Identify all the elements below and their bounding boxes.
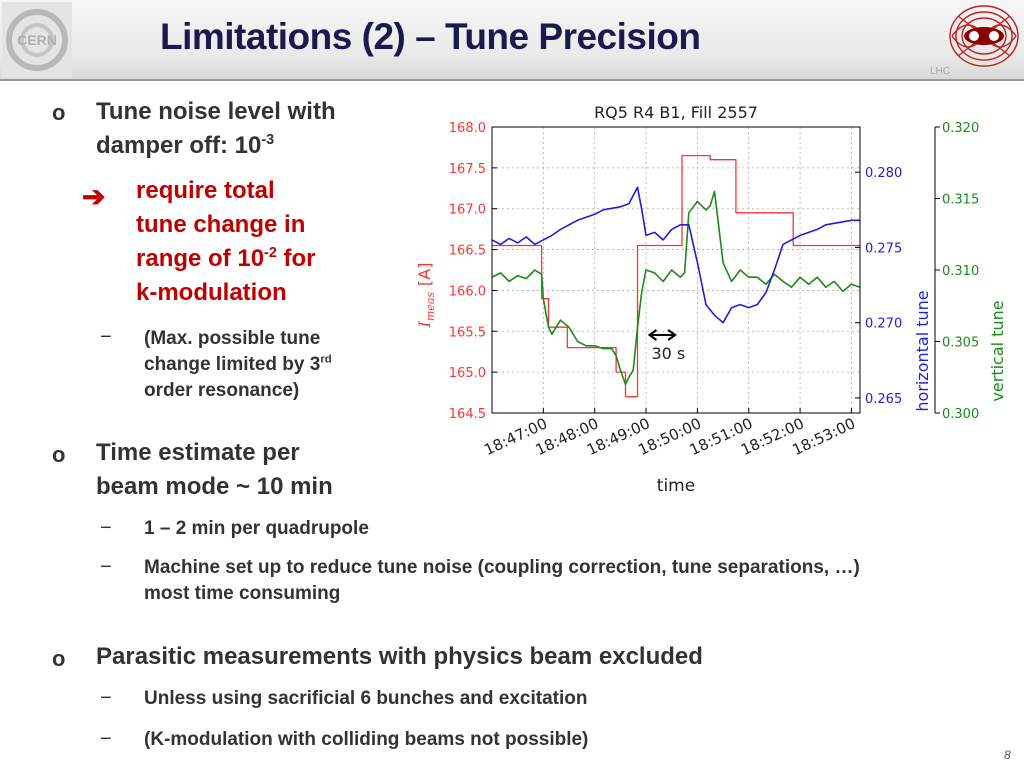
red-conclusion: require total tune change in range of 10…: [136, 174, 316, 310]
left-tick-label: 167.0: [449, 203, 486, 218]
right1-tick-label: 0.265: [865, 392, 902, 407]
right1-tick-label: 0.280: [865, 166, 902, 181]
left-tick-label: 168.0: [449, 121, 486, 136]
red-text-line: range of 10-2 for: [136, 242, 316, 276]
bullet-text-part: damper off: 10: [96, 132, 262, 159]
bullet-text-line: Tune noise level with: [96, 98, 336, 125]
right1-tick-label: 0.275: [865, 241, 902, 256]
right2-tick-label: 0.320: [942, 121, 979, 136]
y-axis-label-left-subscript: meas: [424, 292, 437, 321]
annotation-arrow-head-right: [667, 329, 677, 341]
y-axis-label-left-unit: [A]: [415, 263, 434, 286]
cern-logo: CERN: [2, 2, 72, 78]
y-axis-label-left: Imeas [A]: [415, 263, 437, 329]
dash-marker: −: [100, 326, 112, 348]
right2-tick-label: 0.315: [942, 193, 979, 208]
left-tick-label: 165.0: [449, 366, 486, 381]
superscript: -2: [264, 245, 277, 261]
series-line-left: [492, 154, 860, 398]
sub-text-line: most time consuming: [144, 583, 341, 604]
sub-colliding-beams: (K-modulation with colliding beams not p…: [144, 729, 589, 750]
dash-marker: −: [100, 517, 112, 539]
bullet-marker: o: [52, 646, 66, 671]
dash-marker: −: [100, 556, 112, 578]
left-tick-label: 166.5: [449, 244, 486, 259]
bullet-tune-noise: Tune noise level with damper off: 10-3: [96, 95, 336, 163]
x-axis-label: time: [657, 476, 695, 496]
sub-sacrificial-bunches: Unless using sacrificial 6 bunches and e…: [144, 688, 588, 709]
sub-quadrupole-time: 1 – 2 min per quadrupole: [144, 518, 369, 539]
y-axis-label-vertical: vertical tune: [988, 300, 1007, 401]
red-text-line: k-modulation: [136, 279, 287, 306]
bullet-marker: o: [52, 100, 66, 125]
arrow-icon: ➔: [82, 181, 106, 212]
series-line-right2: [491, 190, 861, 386]
bullet-text-line: Time estimate per: [96, 439, 300, 466]
note-text-part: change limited by 3: [144, 354, 321, 375]
note-line: order resonance): [144, 380, 300, 401]
bullet-text-line: beam mode ~ 10 min: [96, 473, 333, 500]
right2-tick-label: 0.305: [942, 336, 979, 351]
dash-marker: −: [100, 728, 112, 750]
bullet-time-estimate: Time estimate per beam mode ~ 10 min: [96, 436, 333, 504]
left-tick-label: 167.5: [449, 162, 486, 177]
page-number: 8: [1004, 748, 1011, 762]
note-line: (Max. possible tune: [144, 328, 321, 349]
right2-tick-label: 0.300: [942, 407, 979, 422]
lhc-logo-text: LHC: [930, 66, 950, 77]
right1-tick-label: 0.270: [865, 317, 902, 332]
red-text-part: range of 10: [136, 245, 265, 272]
sub-machine-setup: Machine set up to reduce tune noise (cou…: [144, 555, 1014, 607]
red-text-line: tune change in: [136, 211, 306, 238]
tune-chart: RQ5 R4 B1, Fill 2557 time Imeas [A] horiz…: [415, 103, 1007, 496]
bullet-text-line: damper off: 10-3: [96, 129, 336, 163]
note-line: change limited by 3rd: [144, 352, 332, 378]
slide-title: Limitations (2) – Tune Precision: [160, 16, 701, 57]
series-line-right1: [491, 186, 860, 324]
red-text-line: require total: [136, 177, 275, 204]
superscript: rd: [320, 353, 332, 366]
y-axis-label-horizontal: horizontal tune: [913, 290, 932, 411]
bullet-marker: o: [52, 442, 66, 467]
plot-area: [492, 127, 860, 413]
dash-marker: −: [100, 687, 112, 709]
superscript: -3: [261, 132, 275, 148]
right2-tick-label: 0.310: [942, 264, 979, 279]
left-tick-label: 166.0: [449, 284, 486, 299]
bullet-parasitic: Parasitic measurements with physics beam…: [96, 643, 703, 670]
note-resonance: (Max. possible tune change limited by 3r…: [144, 326, 332, 404]
cern-logo-text: CERN: [17, 32, 57, 48]
left-tick-label: 165.5: [449, 325, 486, 340]
plot-frame: [491, 126, 861, 414]
y-axis-label-left-symbol: I: [415, 320, 434, 328]
lhc-logo: LHC: [930, 5, 1019, 77]
header-divider: [0, 79, 1024, 81]
left-tick-label: 164.5: [449, 407, 486, 422]
annotation-label: 30 s: [651, 344, 685, 363]
chart-title: RQ5 R4 B1, Fill 2557: [594, 103, 758, 122]
slide-header: [0, 0, 1024, 80]
sub-text-line: Machine set up to reduce tune noise (cou…: [144, 557, 860, 578]
annotation-arrow-head-left: [647, 329, 658, 341]
red-text-part: for: [276, 245, 316, 272]
